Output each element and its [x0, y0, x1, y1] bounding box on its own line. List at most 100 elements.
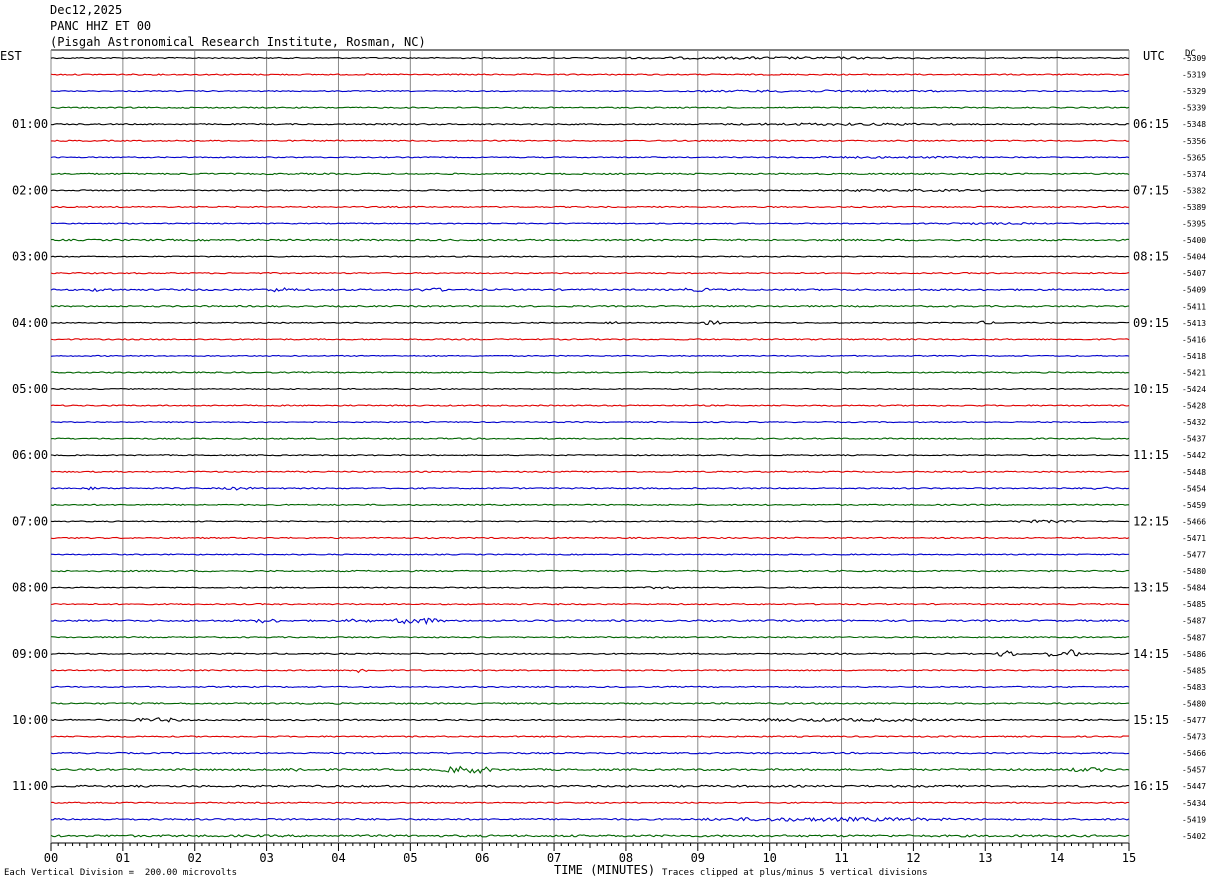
- trace-line: [50, 503, 1130, 507]
- dc-offset-label: -5419: [1182, 815, 1206, 824]
- x-tick-label: 09: [691, 851, 705, 865]
- dc-offset-label: -5442: [1182, 451, 1206, 460]
- trace-line: [50, 536, 1130, 540]
- dc-offset-label: -5454: [1182, 484, 1206, 493]
- x-tick-label: 08: [619, 851, 633, 865]
- left-time-label: 05:00: [12, 382, 48, 396]
- dc-offset-label: -5480: [1182, 699, 1206, 708]
- dc-offset-label: -5339: [1182, 104, 1206, 113]
- x-tick-label: 14: [1050, 851, 1064, 865]
- dc-offset-label: -5485: [1182, 600, 1206, 609]
- trace-line: [50, 816, 1130, 823]
- x-tick-label: 00: [44, 851, 58, 865]
- trace-line: [50, 139, 1130, 142]
- trace-line: [50, 602, 1130, 606]
- dc-offset-label: -5466: [1182, 517, 1206, 526]
- dc-offset-label: -5404: [1182, 253, 1206, 262]
- dc-offset-label: -5395: [1182, 220, 1206, 229]
- trace-line: [50, 717, 1130, 723]
- right-time-label: 06:15: [1133, 117, 1169, 131]
- trace-line: [50, 255, 1130, 258]
- dc-offset-label: -5457: [1182, 766, 1206, 775]
- trace-line: [50, 735, 1130, 738]
- dc-offset-label: -5329: [1182, 87, 1206, 96]
- trace-line: [50, 648, 1130, 658]
- dc-offset-label: -5407: [1182, 269, 1206, 278]
- trace-line: [50, 387, 1130, 391]
- trace-line: [50, 106, 1130, 109]
- trace-line: [50, 617, 1130, 626]
- left-time-label: 02:00: [12, 183, 48, 197]
- dc-offset-label: -5473: [1182, 733, 1206, 742]
- trace-line: [50, 668, 1130, 674]
- right-timezone-label: UTC: [1143, 49, 1165, 63]
- clip-note: Traces clipped at plus/minus 5 vertical …: [662, 868, 928, 878]
- dc-offset-label: -5348: [1182, 120, 1206, 129]
- trace-line: [50, 371, 1130, 374]
- dc-offset-label: -5400: [1182, 236, 1206, 245]
- right-time-label: 08:15: [1133, 250, 1169, 264]
- right-time-label: 14:15: [1133, 647, 1169, 661]
- trace-line: [50, 404, 1130, 407]
- x-tick-label: 01: [116, 851, 130, 865]
- left-time-label: 09:00: [12, 647, 48, 661]
- header-channel: PANC HHZ ET 00: [50, 19, 152, 33]
- trace-line: [50, 834, 1130, 838]
- trace-line: [50, 304, 1130, 308]
- trace-line: [50, 437, 1130, 440]
- trace-line: [50, 354, 1130, 357]
- trace-line: [50, 801, 1130, 804]
- dc-offset-label: -5434: [1182, 799, 1206, 808]
- left-time-label: 10:00: [12, 713, 48, 727]
- x-axis-title: TIME (MINUTES): [554, 863, 656, 877]
- trace-line: [50, 421, 1130, 424]
- dc-offset-label: -5477: [1182, 551, 1206, 560]
- x-tick-label: 04: [331, 851, 345, 865]
- x-tick-label: 07: [547, 851, 561, 865]
- trace-line: [50, 238, 1130, 242]
- left-time-label: 06:00: [12, 448, 48, 462]
- x-tick-label: 12: [906, 851, 920, 865]
- dc-offset-label: -5389: [1182, 203, 1206, 212]
- dc-offset-label: -5356: [1182, 137, 1206, 146]
- dc-offset-label: -5480: [1182, 567, 1206, 576]
- dc-offset-label: -5447: [1182, 782, 1206, 791]
- dc-offset-label: -5459: [1182, 501, 1206, 510]
- dc-offset-label: -5466: [1182, 749, 1206, 758]
- trace-line: [50, 751, 1130, 755]
- dc-offset-label: -5484: [1182, 584, 1206, 593]
- trace-line: [50, 155, 1130, 159]
- trace-line: [50, 486, 1130, 491]
- dc-offset-label: -5471: [1182, 534, 1206, 543]
- right-time-label: 10:15: [1133, 382, 1169, 396]
- trace-line: [50, 636, 1130, 639]
- x-tick-label: 05: [403, 851, 417, 865]
- left-time-label: 08:00: [12, 581, 48, 595]
- dc-offset-label: -5382: [1182, 186, 1206, 195]
- trace-line: [50, 287, 1130, 293]
- trace-line: [50, 73, 1130, 76]
- header-station: (Pisgah Astronomical Research Institute,…: [50, 35, 426, 49]
- right-time-label: 13:15: [1133, 581, 1169, 595]
- dc-offset-label: -5309: [1182, 54, 1206, 63]
- dc-offset-label: -5418: [1182, 352, 1206, 361]
- x-tick-label: 10: [762, 851, 776, 865]
- right-time-label: 09:15: [1133, 316, 1169, 330]
- x-tick-label: 15: [1122, 851, 1136, 865]
- dc-offset-label: -5421: [1182, 368, 1206, 377]
- dc-offset-label: -5485: [1182, 666, 1206, 675]
- trace-line: [50, 553, 1130, 556]
- right-time-label: 11:15: [1133, 448, 1169, 462]
- trace-line: [50, 271, 1130, 275]
- dc-offset-label: -5428: [1182, 402, 1206, 411]
- dc-offset-label: -5424: [1182, 385, 1206, 394]
- dc-column-label: DC: [1185, 49, 1196, 59]
- trace-line: [50, 470, 1130, 473]
- dc-offset-label: -5448: [1182, 468, 1206, 477]
- right-time-label: 15:15: [1133, 713, 1169, 727]
- dc-offset-label: -5413: [1182, 319, 1206, 328]
- trace-line: [50, 454, 1130, 457]
- dc-offset-label: -5365: [1182, 153, 1206, 162]
- trace-line: [50, 702, 1130, 705]
